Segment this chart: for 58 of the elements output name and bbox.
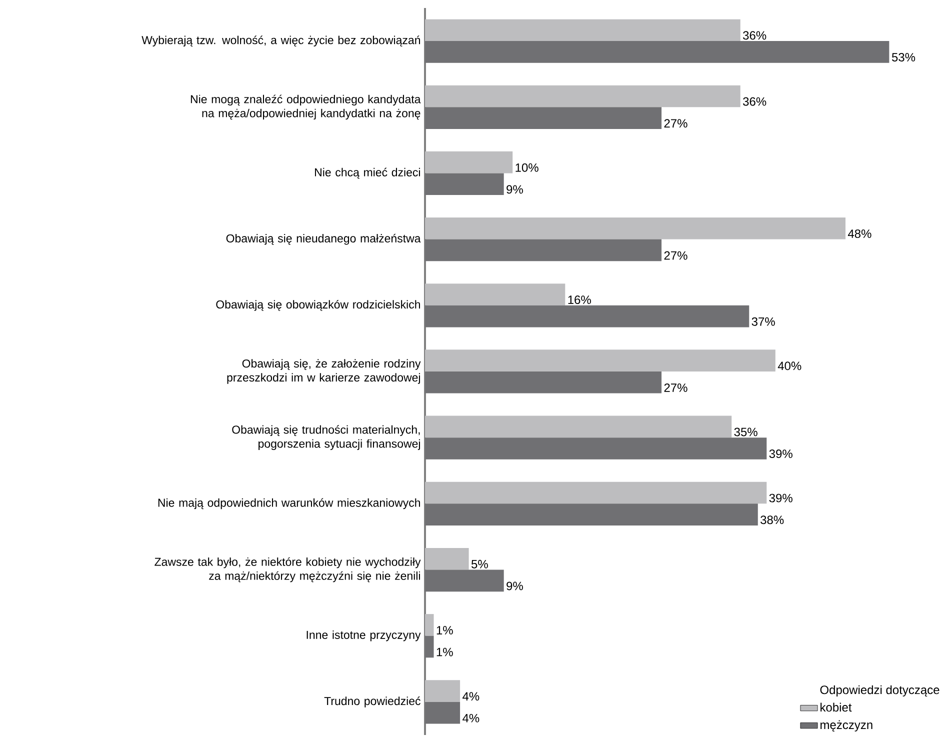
bar [425,41,890,63]
y-tick-label: Zawsze tak było, że niektóre kobiety nie wychodziły za mąż/niektórzy mężczyźni się nie żenili [154,557,421,582]
bar [425,350,776,372]
y-tick-label: Obawiają się obowiązków rodzicielskich [216,300,420,311]
y-tick-label: Trudno powiedzieć [324,696,420,708]
data-label: 40% [778,362,802,370]
bar [425,284,566,306]
bar [425,173,504,196]
bar [425,570,504,592]
data-label: 1% [436,626,453,634]
data-label: 48% [848,229,872,238]
bar [425,151,513,174]
bar [425,85,740,108]
bar [425,239,662,262]
bar [425,702,460,724]
data-label: 4% [462,714,480,722]
data-label: 39% [769,450,792,458]
legend-label: mężczyzn [820,720,872,732]
y-tick-label: Nie mogą znaleźć odpowiedniego kandydata na męża/odpowiedniej kandydatki na żonę [190,94,421,120]
data-label: 35% [734,428,758,436]
legend-label: kobiet [820,702,852,712]
data-label: 16% [568,296,591,304]
bar [425,438,767,460]
legend-title: Odpowiedzi dotyczące [820,685,940,696]
bar [425,504,758,526]
y-tick-label: Obawiają się, że założenie rodziny przeszkodzi im w karierze zawodowej [227,359,421,384]
data-label: 1% [436,648,453,656]
bar [425,482,767,504]
y-tick-label: Nie chcą mieć dzieci [315,168,420,179]
bar [425,548,469,570]
bar [425,305,750,328]
bar [425,614,434,636]
data-label: 27% [664,383,688,392]
bar [425,680,460,702]
y-tick-label: Inne istotne przyczyny [306,630,421,642]
data-label: 4% [462,692,480,701]
bar [425,416,732,438]
data-label: 27% [664,251,688,260]
data-label: 53% [892,52,916,62]
data-label: 10% [516,163,538,172]
bar [425,107,662,129]
data-label: 37% [752,317,775,326]
data-label: 27% [664,119,688,128]
y-tick-label: Obawiają się trudności materialnych, pogorszenia sytuacji finansowej [232,425,420,450]
data-label: 36% [743,31,766,40]
data-label: 36% [743,97,766,106]
data-label: 9% [506,582,523,590]
bar [425,371,662,394]
data-label: 38% [760,516,784,524]
data-label: 5% [471,560,488,568]
data-label: 9% [506,185,523,194]
bar [425,218,846,240]
bar [425,19,740,42]
y-tick-label: Nie mają odpowiednich warunków mieszkaniowych [158,498,420,510]
bar [425,636,434,658]
y-tick-label: Obawiają się nieudanego małżeństwa [226,234,421,245]
data-label: 39% [769,494,792,502]
y-tick-label: Wybierają tzw. wolność, a więc życie bez zobowiązań [142,36,420,46]
